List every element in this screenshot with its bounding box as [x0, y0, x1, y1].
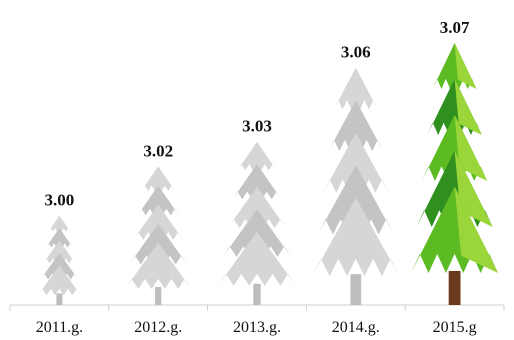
tree-foliage-tier	[232, 164, 282, 200]
tree-foliage-highlight	[454, 186, 499, 273]
tree-foliage-tier	[227, 186, 287, 229]
value-label-2012: 3.02	[143, 141, 173, 160]
tree-bars	[37, 43, 499, 305]
tree-bar-2015	[411, 43, 499, 305]
x-axis-ticks	[9, 305, 505, 311]
tree-foliage-tier	[312, 197, 400, 277]
tree-trunk	[448, 270, 461, 305]
tree-bar-2011	[37, 215, 81, 305]
tree-bar-2013	[218, 141, 296, 305]
tree-foliage-tier	[125, 242, 192, 289]
value-labels: 3.00 3.02 3.03 3.06 3.07	[45, 18, 470, 210]
tree-trunk	[56, 293, 63, 305]
value-label-2014: 3.06	[341, 43, 371, 62]
tree-foliage-highlight	[454, 114, 488, 181]
tree-foliage-tier	[48, 215, 71, 232]
tree-foliage-tier	[45, 228, 73, 248]
tree-foliage-tier	[218, 231, 296, 286]
tree-foliage-tier	[37, 265, 81, 296]
tree-foliage-highlight	[454, 43, 477, 89]
tree-bar-2014	[312, 67, 400, 305]
value-label-2015: 3.07	[440, 18, 470, 37]
x-axis-tick-labels: 2011.g. 2012.g. 2013.g. 2014.g. 2015.g	[36, 319, 477, 336]
tree-bar-2012	[125, 166, 192, 305]
tree-foliage-tier	[137, 185, 179, 216]
x-tick-label-2015: 2015.g	[433, 319, 477, 336]
tree-foliage-tier	[141, 166, 175, 191]
tree-foliage-tier	[328, 100, 384, 152]
tree-trunk	[253, 283, 261, 305]
tree-foliage-tier	[333, 67, 378, 110]
x-tick-label-2013: 2013.g.	[233, 319, 281, 336]
tree-trunk	[350, 274, 362, 305]
value-label-2011: 3.00	[45, 191, 75, 210]
x-tick-label-2011: 2011.g.	[36, 319, 83, 336]
tree-foliage-tier	[237, 141, 277, 171]
x-tick-label-2012: 2012.g.	[134, 319, 182, 336]
tree-foliage-highlight	[454, 78, 482, 135]
tree-foliage-tier	[323, 132, 389, 193]
x-tick-label-2014: 2014.g.	[332, 319, 380, 336]
tree-trunk	[155, 286, 162, 305]
tree-foliage-tier	[43, 240, 76, 264]
tree-foliage-tier	[133, 204, 184, 240]
value-label-2013: 3.03	[242, 117, 272, 136]
